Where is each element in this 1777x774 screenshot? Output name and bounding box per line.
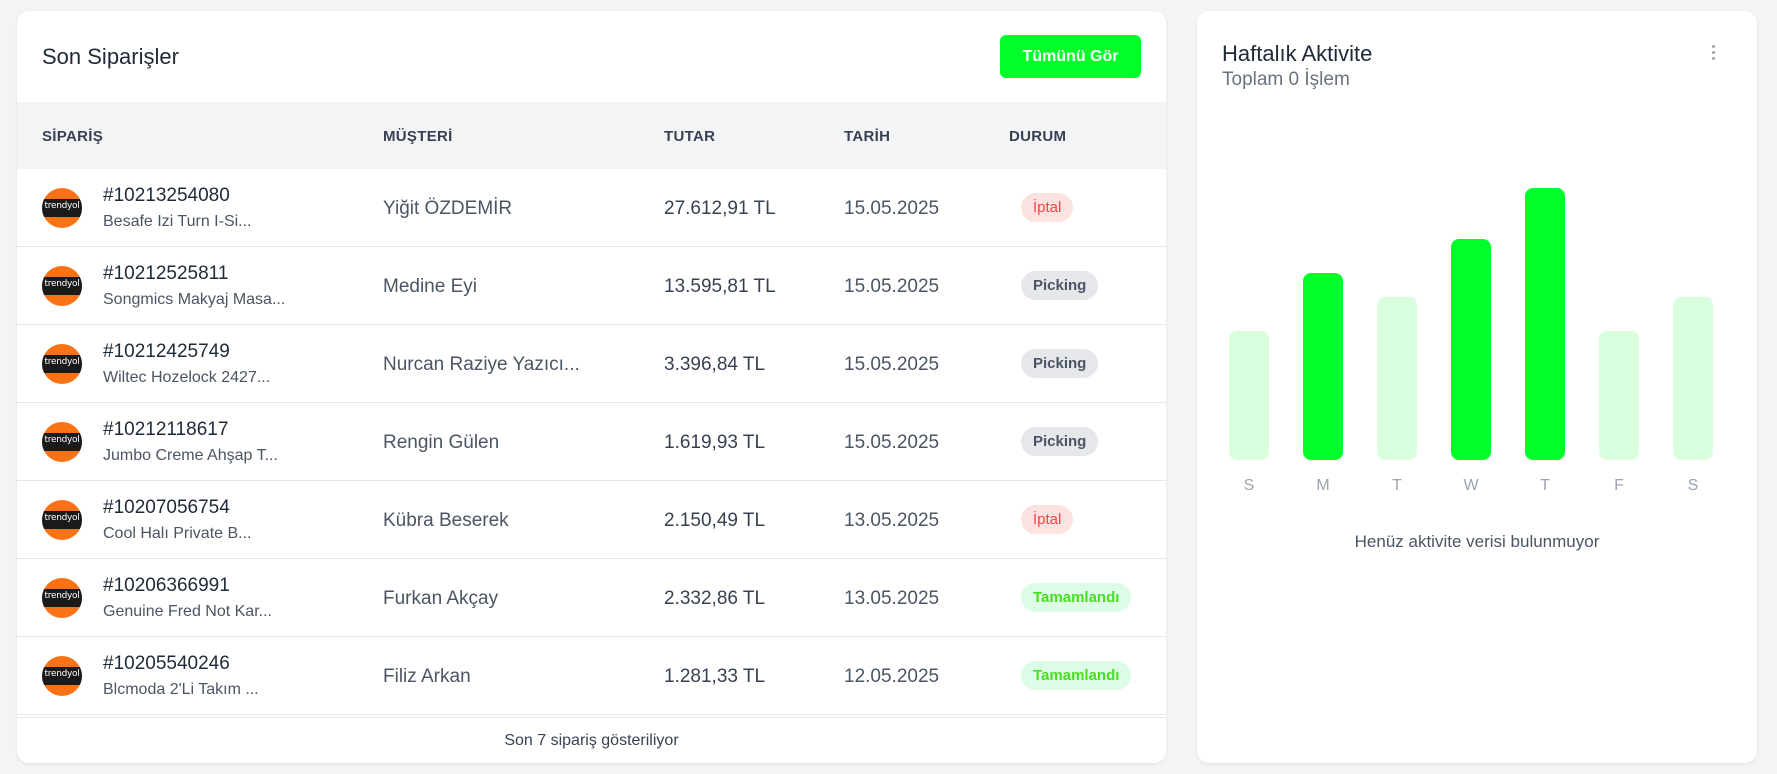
order-date: 15.05.2025 xyxy=(844,198,940,219)
trendyol-logo: trendyol xyxy=(42,188,82,228)
status-badge: Tamamlandı xyxy=(1021,583,1132,612)
order-amount: 27.612,91 TL xyxy=(664,198,776,219)
order-amount: 3.396,84 TL xyxy=(664,354,766,375)
trendyol-logo: trendyol xyxy=(42,344,82,384)
order-customer: Medine Eyi xyxy=(383,276,477,297)
order-customer: Filiz Arkan xyxy=(383,666,471,687)
table-row[interactable]: trendyol #10212118617 Jumbo Creme Ahşap T.… xyxy=(17,403,1166,481)
day-label: M xyxy=(1316,477,1329,494)
day-label: S xyxy=(1244,477,1255,494)
order-date: 15.05.2025 xyxy=(844,276,940,297)
orders-footer: Son 7 sipariş gösteriliyor xyxy=(17,717,1166,763)
column-header-customer: MÜŞTERİ xyxy=(383,128,453,145)
order-id[interactable]: #10206366991 xyxy=(103,575,230,596)
day-label: T xyxy=(1392,477,1402,494)
trendyol-logo: trendyol xyxy=(42,578,82,618)
status-badge: İptal xyxy=(1021,193,1074,222)
activity-bar xyxy=(1377,296,1417,460)
more-vertical-icon[interactable] xyxy=(1707,43,1719,67)
orders-header: Son Siparişler Tümünü Gör xyxy=(17,11,1166,102)
orders-title: Son Siparişler xyxy=(42,44,179,69)
table-row[interactable]: trendyol #10212425749 Wiltec Hozelock 2427… xyxy=(17,325,1166,403)
table-row[interactable]: trendyol #10206366991 Genuine Fred Not Kar… xyxy=(17,559,1166,637)
trendyol-logo: trendyol xyxy=(42,500,82,540)
order-amount: 1.281,33 TL xyxy=(664,666,766,687)
order-amount: 2.332,86 TL xyxy=(664,588,766,609)
status-badge: Tamamlandı xyxy=(1021,661,1132,690)
day-label: F xyxy=(1614,477,1624,494)
order-customer: Furkan Akçay xyxy=(383,588,499,609)
activity-bar xyxy=(1229,330,1269,460)
column-header-date: TARİH xyxy=(844,128,891,145)
order-date: 15.05.2025 xyxy=(844,432,940,453)
order-id[interactable]: #10207056754 xyxy=(103,497,230,518)
activity-title: Haftalık Aktivite xyxy=(1222,41,1373,66)
status-badge: Picking xyxy=(1021,427,1099,456)
order-customer: Rengin Gülen xyxy=(383,432,500,453)
trendyol-logo: trendyol xyxy=(42,266,82,306)
order-product: Cool Halı Private B... xyxy=(103,525,252,542)
day-label: S xyxy=(1688,477,1699,494)
order-product: Blcmoda 2'Li Takım ... xyxy=(103,681,259,698)
order-date: 13.05.2025 xyxy=(844,510,940,531)
order-product: Wiltec Hozelock 2427... xyxy=(103,369,271,386)
orders-table-body: trendyol #10213254080 Besafe Izi Turn I-Si… xyxy=(17,169,1166,715)
order-id[interactable]: #10212118617 xyxy=(103,419,229,440)
column-header-status: DURUM xyxy=(1009,128,1067,145)
order-id[interactable]: #10212425749 xyxy=(103,341,230,362)
activity-bar xyxy=(1303,273,1343,460)
day-label: W xyxy=(1463,477,1479,494)
activity-bar xyxy=(1451,239,1491,460)
trendyol-logo: trendyol xyxy=(42,656,82,696)
order-customer: Yiğit ÖZDEMİR xyxy=(383,198,513,219)
order-amount: 13.595,81 TL xyxy=(664,276,776,297)
view-all-button[interactable]: Tümünü Gör xyxy=(1000,35,1141,78)
weekly-activity-card: S M T W T F S Haftalık Aktivite Toplam 0 İşlem… xyxy=(1197,11,1757,763)
order-date: 15.05.2025 xyxy=(844,354,940,375)
activity-bar xyxy=(1599,330,1639,460)
order-customer: Nurcan Raziye Yazıcı... xyxy=(383,354,580,375)
status-badge: İptal xyxy=(1021,505,1074,534)
status-badge: Picking xyxy=(1021,271,1099,300)
column-header-amount: TUTAR xyxy=(664,128,716,145)
order-id[interactable]: #10212525811 xyxy=(103,263,229,284)
order-product: Jumbo Creme Ahşap T... xyxy=(103,447,278,464)
column-header-order: SİPARİŞ xyxy=(42,128,104,145)
order-customer: Kübra Beserek xyxy=(383,510,509,531)
order-product: Genuine Fred Not Kar... xyxy=(103,603,272,620)
table-row[interactable]: trendyol #10205540246 Blcmoda 2'Li Takım .… xyxy=(17,637,1166,715)
activity-bar xyxy=(1673,296,1713,460)
table-row[interactable]: trendyol #10213254080 Besafe Izi Turn I-Si… xyxy=(17,169,1166,247)
activity-subtitle: Toplam 0 İşlem xyxy=(1222,69,1350,90)
table-row[interactable]: trendyol #10212525811 Songmics Makyaj Masa… xyxy=(17,247,1166,325)
order-id[interactable]: #10205540246 xyxy=(103,653,230,674)
table-row[interactable]: trendyol #10207056754 Cool Halı Private B.… xyxy=(17,481,1166,559)
day-label: T xyxy=(1540,477,1550,494)
empty-activity-message: Henüz aktivite verisi bulunmuyor xyxy=(1354,532,1600,551)
order-date: 13.05.2025 xyxy=(844,588,940,609)
order-id[interactable]: #10213254080 xyxy=(103,185,230,206)
order-product: Songmics Makyaj Masa... xyxy=(103,291,286,308)
status-badge: Picking xyxy=(1021,349,1099,378)
recent-orders-card: Son Siparişler Tümünü Gör SİPARİŞ MÜŞTER… xyxy=(17,11,1166,763)
order-amount: 2.150,49 TL xyxy=(664,510,766,531)
trendyol-logo: trendyol xyxy=(42,422,82,462)
order-product: Besafe Izi Turn I-Si... xyxy=(103,213,252,230)
order-date: 12.05.2025 xyxy=(844,666,940,687)
order-amount: 1.619,93 TL xyxy=(664,432,766,453)
orders-table-header: SİPARİŞ MÜŞTERİ TUTAR TARİH DURUM xyxy=(17,102,1166,169)
activity-bar xyxy=(1525,188,1565,460)
